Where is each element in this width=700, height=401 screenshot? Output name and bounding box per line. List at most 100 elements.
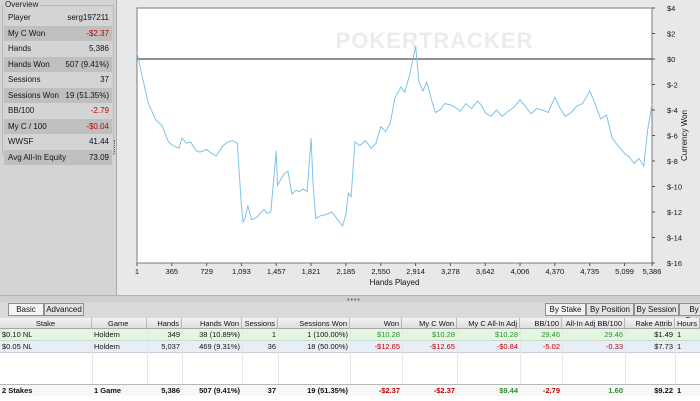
- chart-area: POKERTRACKER $4 $2 $0 $-2 $-4 $-6 $-8 $-10 $-12 $-…: [117, 0, 700, 296]
- col-divider: [625, 329, 626, 384]
- overview-row: Hands 5,386: [4, 41, 112, 57]
- col-divider: [147, 329, 148, 384]
- col-divider: [92, 329, 93, 384]
- overview-row: WWSF 41.44: [4, 134, 112, 150]
- total-rake: $9.22: [654, 386, 673, 395]
- tab-bar: [0, 302, 700, 318]
- total-bb100: -2.79: [542, 386, 560, 395]
- overview-row: Player serg197211: [4, 10, 112, 26]
- overview-resize-handle[interactable]: [114, 140, 116, 154]
- col-hands-won[interactable]: Hands Won: [182, 318, 242, 329]
- col-won[interactable]: Won: [350, 318, 402, 329]
- cell-bb100: -5.02: [542, 342, 560, 351]
- overview-row: My C Won -$2.37: [4, 25, 112, 41]
- cell-won: -$12.65: [374, 342, 400, 351]
- col-sessions-won[interactable]: Sessions Won: [278, 318, 350, 329]
- overview-row: Avg All-In Equity 73.09: [4, 149, 112, 165]
- col-bb100[interactable]: BB/100: [520, 318, 562, 329]
- cell-stake: $0.10 NL: [2, 330, 33, 339]
- overview-row: Sessions 37: [4, 72, 112, 88]
- col-divider: [402, 329, 403, 384]
- y-tick-label: $-8: [667, 157, 678, 166]
- stats-grid: Stake Game Hands Hands Won Sessions Sess…: [0, 318, 700, 401]
- col-divider: [182, 329, 183, 384]
- overview-value: -$0.04: [86, 121, 109, 131]
- overview-value: serg197211: [67, 13, 109, 23]
- cell-hands-won: 38 (10.89%): [199, 330, 240, 339]
- splitter-grip-icon[interactable]: ••••: [347, 297, 361, 304]
- col-hands[interactable]: Hands: [147, 318, 182, 329]
- total-allin-adj: $9.44: [499, 386, 518, 395]
- total-sessions-won: 19 (51.35%): [307, 386, 348, 395]
- cell-game: Holdem: [94, 330, 120, 339]
- col-hours[interactable]: Hours: [675, 318, 700, 329]
- col-game[interactable]: Game: [92, 318, 147, 329]
- x-tick-label: 1,093: [232, 267, 251, 276]
- tab-by-session[interactable]: By Session: [634, 303, 679, 316]
- y-tick-label: $-16: [667, 259, 682, 268]
- y-tick-label: $0: [667, 55, 675, 64]
- x-tick-label: 1: [135, 267, 139, 276]
- overview-value: 37: [100, 75, 109, 85]
- y-tick-label: $-4: [667, 106, 678, 115]
- overview-stats: Player serg197211 My C Won -$2.37 Hands 5,386…: [4, 10, 112, 165]
- cell-allin-bb100: 29.46: [604, 330, 623, 339]
- tab-by-stake[interactable]: By Stake: [545, 303, 586, 316]
- total-my-c-won: -$2.37: [433, 386, 455, 395]
- x-tick-label: 4,006: [511, 267, 530, 276]
- x-tick-label: 2,914: [406, 267, 425, 276]
- tab-basic[interactable]: Basic: [8, 303, 44, 316]
- overview-label: Sessions: [8, 75, 41, 85]
- cell-hands: 5,037: [161, 342, 180, 351]
- cell-rake: $7.73: [654, 342, 673, 351]
- currency-won-chart: POKERTRACKER $4 $2 $0 $-2 $-4 $-6 $-8 $-10 $-12 $-…: [135, 4, 689, 287]
- col-rake-attrib[interactable]: Rake Attrib: [625, 318, 675, 329]
- col-divider: [242, 329, 243, 384]
- cell-sessions-won: 1 (100.00%): [307, 330, 348, 339]
- cell-allin-bb100: -0.33: [605, 342, 623, 351]
- total-stake: 2 Stakes: [2, 386, 33, 395]
- cell-my-c-won: -$12.65: [429, 342, 455, 351]
- tab-by-date[interactable]: By Date: [679, 303, 700, 325]
- col-my-c-allin-adj[interactable]: My C All-In Adj: [457, 318, 520, 329]
- col-stake[interactable]: Stake: [0, 318, 92, 329]
- y-tick-label: $4: [667, 4, 675, 13]
- overview-label: BB/100: [8, 106, 35, 116]
- overview-panel: Overview Player serg197211 My C Won -$2.37 H…: [0, 0, 117, 296]
- cell-hours: 1: [677, 330, 682, 339]
- y-tick-label: $2: [667, 30, 675, 39]
- overview-row: Hands Won 507 (9.41%): [4, 56, 112, 72]
- overview-label: My C Won: [8, 28, 46, 38]
- col-sessions[interactable]: Sessions: [242, 318, 278, 329]
- cell-hands-won: 469 (9.31%): [199, 342, 240, 351]
- plot-area: [136, 7, 653, 264]
- x-tick-label: 2,550: [371, 267, 390, 276]
- grid-header: Stake Game Hands Hands Won Sessions Sess…: [0, 318, 700, 329]
- total-hands: 5,386: [161, 386, 180, 395]
- total-game: 1 Game: [94, 386, 122, 395]
- x-tick-label: 365: [166, 267, 179, 276]
- overview-row: Sessions Won 19 (51.35%): [4, 87, 112, 103]
- col-my-c-won[interactable]: My C Won: [402, 318, 457, 329]
- x-tick-label: 4,735: [580, 267, 599, 276]
- col-allin-adj-bb100[interactable]: All-In Adj BB/100: [562, 318, 625, 329]
- overview-legend: Overview: [3, 0, 41, 9]
- tab-by-position[interactable]: By Position: [586, 303, 634, 316]
- pane-splitter[interactable]: [0, 295, 700, 302]
- x-tick-label: 5,099: [615, 267, 634, 276]
- col-divider: [562, 329, 563, 384]
- overview-label: My C / 100: [8, 121, 47, 131]
- overview-value: -2.79: [90, 106, 109, 116]
- tab-advanced[interactable]: Advanced: [44, 303, 84, 316]
- total-won: -$2.37: [378, 386, 400, 395]
- x-tick-label: 3,278: [441, 267, 460, 276]
- x-tick-label: 1,821: [302, 267, 321, 276]
- y-tick-label: $-14: [667, 234, 682, 243]
- cell-sessions-won: 18 (50.00%): [307, 342, 348, 351]
- total-hours: 1: [677, 386, 682, 395]
- cell-stake: $0.05 NL: [2, 342, 33, 351]
- overview-row: My C / 100 -$0.04: [4, 118, 112, 134]
- total-sessions: 37: [267, 386, 276, 395]
- overview-label: Sessions Won: [8, 90, 59, 100]
- cell-sessions: 1: [271, 330, 276, 339]
